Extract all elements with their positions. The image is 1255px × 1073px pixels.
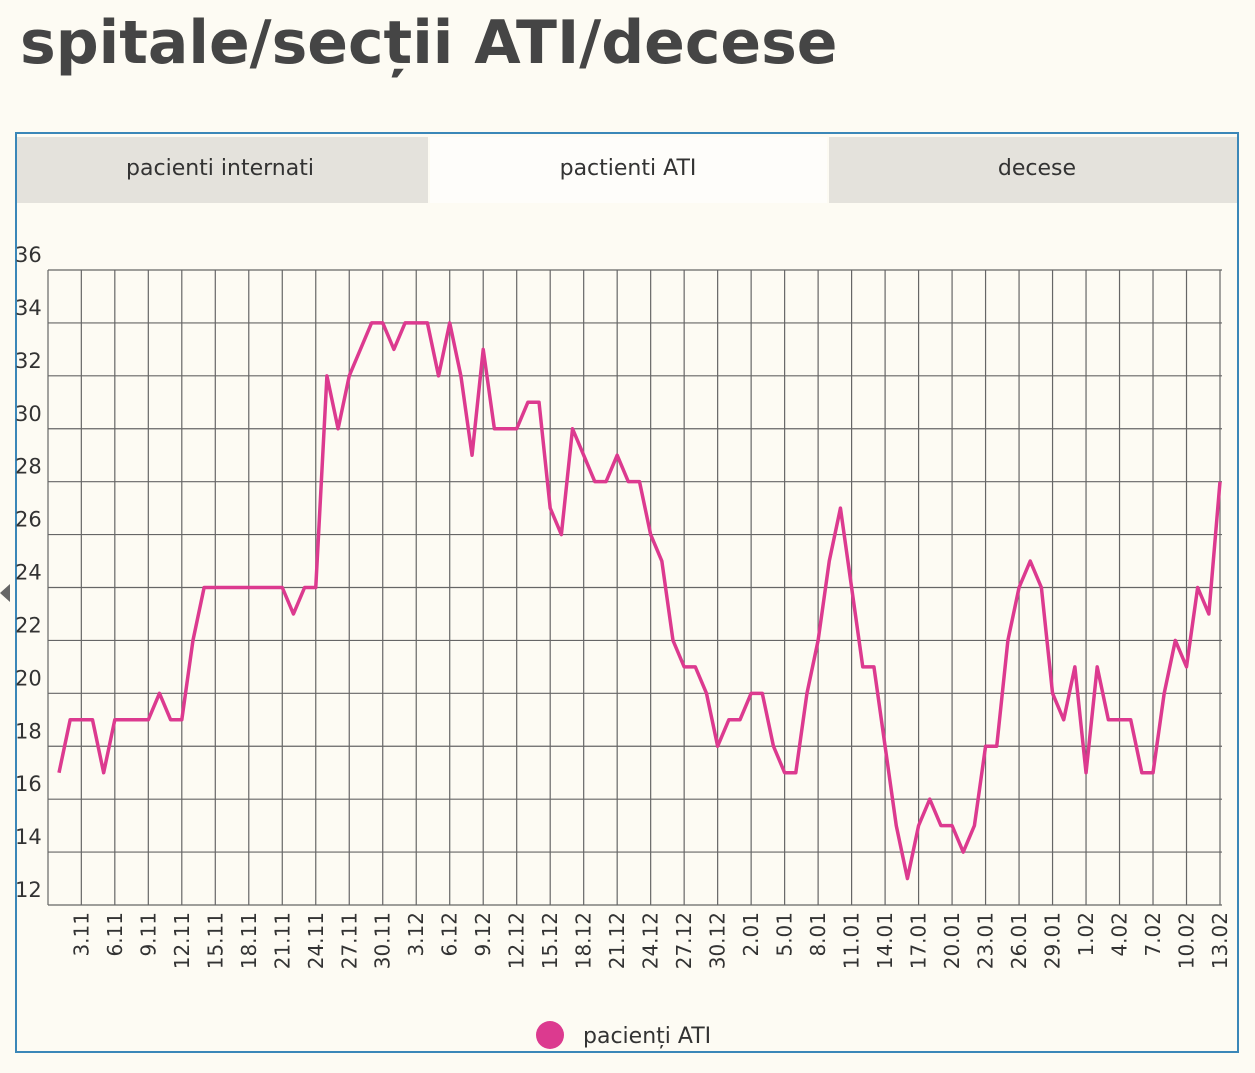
y-tick-label: 22 bbox=[15, 613, 42, 637]
x-tick-label: 24.11 bbox=[304, 912, 328, 969]
x-tick-label: 21.12 bbox=[605, 912, 629, 969]
x-tick-label: 30.12 bbox=[706, 912, 730, 969]
tab-selected[interactable] bbox=[430, 137, 827, 203]
tab-label[interactable]: pacienti internati bbox=[126, 156, 314, 181]
x-tick-label: 3.11 bbox=[69, 912, 93, 957]
y-tick-label: 12 bbox=[15, 878, 42, 902]
x-tick-label: 9.11 bbox=[136, 912, 160, 957]
series-line bbox=[57, 321, 1222, 881]
y-tick-label: 16 bbox=[15, 772, 42, 796]
x-tick-label: 15.11 bbox=[203, 912, 227, 969]
x-tick-label: 18.12 bbox=[572, 912, 596, 969]
x-tick-label: 14.01 bbox=[873, 912, 897, 969]
y-tick-label: 14 bbox=[15, 825, 42, 849]
y-tick-label: 28 bbox=[15, 455, 42, 479]
y-tick-label: 20 bbox=[15, 666, 42, 690]
x-tick-label: 11.01 bbox=[840, 912, 864, 969]
x-tick-label: 12.12 bbox=[505, 912, 529, 969]
y-tick-label: 36 bbox=[15, 243, 42, 267]
x-tick-label: 9.12 bbox=[471, 912, 495, 957]
x-tick-label: 7.02 bbox=[1141, 912, 1165, 957]
tab[interactable] bbox=[829, 137, 1237, 203]
x-tick-label: 27.12 bbox=[672, 912, 696, 969]
x-tick-label: 21.11 bbox=[270, 912, 294, 969]
y-tick-label: 26 bbox=[15, 508, 42, 532]
x-tick-label: 23.01 bbox=[974, 912, 998, 969]
x-tick-label: 17.01 bbox=[907, 912, 931, 969]
page-title: spitale/secții ATI/decese bbox=[20, 8, 838, 78]
tab-label[interactable]: decese bbox=[998, 156, 1076, 181]
x-tick-label: 8.01 bbox=[806, 912, 830, 957]
x-tick-label: 3.12 bbox=[404, 912, 428, 957]
y-tick-label: 32 bbox=[15, 349, 42, 373]
panel bbox=[15, 132, 1239, 1053]
tab[interactable] bbox=[17, 137, 428, 203]
x-tick-label: 6.11 bbox=[103, 912, 127, 957]
x-tick-label: 6.12 bbox=[438, 912, 462, 957]
x-tick-label: 26.01 bbox=[1007, 912, 1031, 969]
x-tick-label: 30.11 bbox=[371, 912, 395, 969]
legend-swatch bbox=[536, 1021, 564, 1049]
x-tick-label: 4.02 bbox=[1108, 912, 1132, 957]
x-tick-label: 2.01 bbox=[739, 912, 763, 957]
y-tick-label: 24 bbox=[15, 561, 42, 585]
x-tick-label: 1.02 bbox=[1074, 912, 1098, 957]
x-tick-label: 12.11 bbox=[170, 912, 194, 969]
scroll-arrow[interactable] bbox=[0, 584, 10, 602]
x-tick-label: 13.02 bbox=[1208, 912, 1232, 969]
x-tick-label: 29.01 bbox=[1041, 912, 1065, 969]
x-tick-label: 24.12 bbox=[639, 912, 663, 969]
x-tick-label: 27.11 bbox=[337, 912, 361, 969]
y-tick-label: 30 bbox=[15, 402, 42, 426]
y-tick-label: 18 bbox=[15, 719, 42, 743]
x-tick-label: 18.11 bbox=[237, 912, 261, 969]
x-tick-label: 10.02 bbox=[1175, 912, 1199, 969]
tab-label[interactable]: pactienti ATI bbox=[560, 156, 697, 181]
x-tick-label: 20.01 bbox=[940, 912, 964, 969]
y-tick-label: 34 bbox=[15, 296, 42, 320]
x-tick-label: 5.01 bbox=[773, 912, 797, 957]
x-tick-label: 15.12 bbox=[538, 912, 562, 969]
legend-label: pacienți ATI bbox=[583, 1024, 711, 1049]
